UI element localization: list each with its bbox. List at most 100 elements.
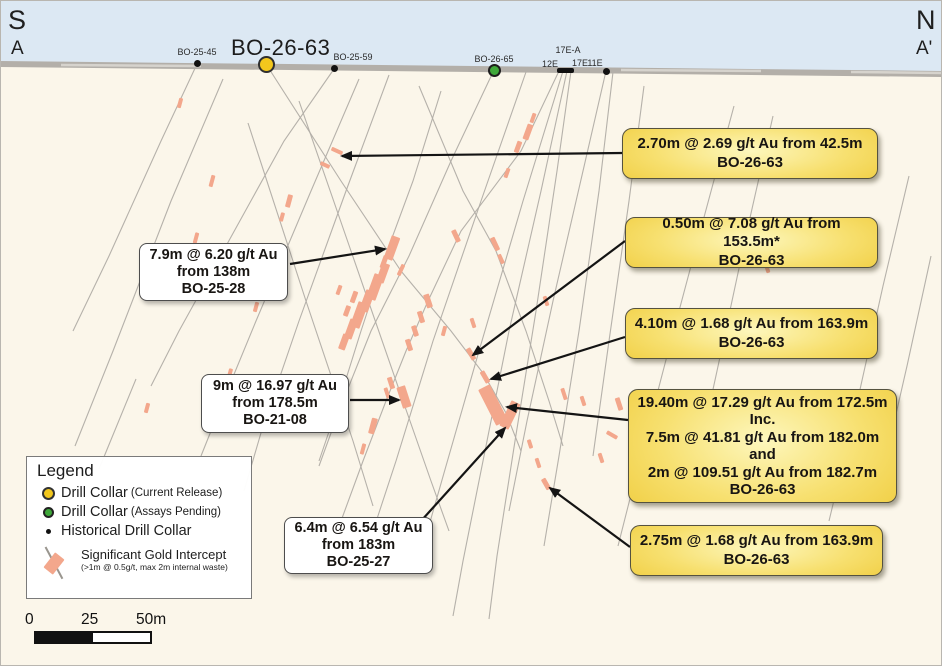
legend-item-gold-intercept: Significant Gold Intercept (>1m @ 0.5g/t… <box>35 546 243 580</box>
scale-bar: 0 25 50m <box>25 611 185 647</box>
gold-intercept <box>338 333 350 351</box>
callout-line: from 138m <box>176 263 251 280</box>
legend: Legend Drill Collar (Current Release) Dr… <box>26 456 252 599</box>
gold-intercept <box>490 236 500 252</box>
collar-label-11e: 11E <box>587 58 603 68</box>
legend-item-pending: Drill Collar (Assays Pending) <box>35 504 243 520</box>
drill-collar-pending-icon <box>35 506 61 518</box>
gold-intercept <box>208 174 216 188</box>
collar-marker-bo-26-63 <box>258 56 275 73</box>
gold-intercept <box>405 338 413 352</box>
gold-intercept <box>331 146 343 156</box>
gold-intercept <box>522 123 534 141</box>
callout-hole-id: BO-21-08 <box>243 412 307 428</box>
callout-arrow <box>548 486 631 548</box>
collar-label-17e-a: 17E-A <box>555 45 581 55</box>
gold-intercept <box>344 318 358 340</box>
callout-line: 7.5m @ 41.81 g/t Au from 182.0m <box>645 428 880 446</box>
callout-line: 7.9m @ 6.20 g/t Au <box>149 246 278 263</box>
drill-trace <box>247 122 374 507</box>
historical-collar-icon <box>35 528 61 534</box>
callout-intercept-163-9m-2: 2.75m @ 1.68 g/t Au from 163.9m BO-26-63 <box>630 525 883 576</box>
callout-line: 2m @ 109.51 g/t Au from 182.7m <box>647 463 878 481</box>
gold-intercept <box>560 387 568 401</box>
callout-arrow <box>505 403 629 422</box>
gold-intercept <box>534 457 542 469</box>
gold-intercept <box>614 397 624 411</box>
gold-intercept <box>440 325 448 337</box>
callout-hole-id: BO-26-63 <box>723 550 790 568</box>
collar-label-12e: 12E <box>541 59 559 69</box>
gold-intercept <box>368 417 378 435</box>
callout-arrow <box>471 240 626 357</box>
sky <box>1 1 941 74</box>
legend-item-current: Drill Collar (Current Release) <box>35 485 243 501</box>
gold-intercept <box>383 235 401 261</box>
gold-intercept <box>359 443 367 455</box>
gold-intercept <box>597 452 605 464</box>
callout-intercept-bo-21-08: 9m @ 16.97 g/t Au from 178.5m BO-21-08 <box>201 374 349 433</box>
gold-intercept <box>479 370 491 384</box>
callout-intercept-bo-25-28: 7.9m @ 6.20 g/t Au from 138m BO-25-28 <box>139 243 288 301</box>
north-section-label: A' <box>916 38 933 59</box>
gold-intercept <box>343 305 351 317</box>
legend-title: Legend <box>37 461 94 480</box>
collar-marker-bo-25-45 <box>194 60 201 67</box>
legend-item-sublabel: (>1m @ 0.5g/t, max 2m internal waste) <box>81 562 228 572</box>
drill-collar-current-icon <box>35 486 61 500</box>
gold-intercept <box>383 387 391 399</box>
callout-line: 4.10m @ 1.68 g/t Au from 163.9m <box>634 315 869 332</box>
callout-intercept-bo-25-27: 6.4m @ 6.54 g/t Au from 183m BO-25-27 <box>284 517 433 574</box>
gold-intercept <box>319 161 331 169</box>
legend-item-historical: Historical Drill Collar <box>35 523 243 539</box>
gold-intercept <box>478 384 508 426</box>
surface-highlight <box>620 68 762 73</box>
gold-intercept <box>349 290 359 304</box>
callout-line: 6.4m @ 6.54 g/t Au <box>294 520 423 536</box>
gold-intercept <box>469 317 477 329</box>
gold-intercept-icon <box>41 546 67 580</box>
callout-line: 19.40m @ 17.29 g/t Au from 172.5m <box>637 393 888 411</box>
callout-intercept-172-5m: 19.40m @ 17.29 g/t Au from 172.5m Inc. 7… <box>628 389 897 503</box>
gold-intercept <box>417 310 425 324</box>
collar-label-bo-26-63: BO-26-63 <box>231 35 331 60</box>
gold-intercept <box>451 229 461 243</box>
callout-hole-id: BO-26-63 <box>729 481 796 498</box>
callout-line: 2.70m @ 2.69 g/t Au from 42.5m <box>637 135 863 152</box>
scale-bar-rule <box>34 631 152 644</box>
gold-intercept <box>423 293 433 309</box>
callout-hole-id: BO-25-27 <box>326 554 391 570</box>
callout-line: Inc. <box>749 411 776 428</box>
gold-intercept <box>335 284 343 296</box>
callout-arrow <box>420 426 507 522</box>
callout-intercept-42-5m: 2.70m @ 2.69 g/t Au from 42.5m BO-26-63 <box>622 128 878 179</box>
scale-tick-25: 25 <box>81 611 99 628</box>
drill-trace <box>340 70 560 522</box>
collar-marker-11e <box>603 68 610 75</box>
collar-marker-bo-25-59 <box>331 65 338 72</box>
collar-marker-bo-26-65 <box>488 64 501 77</box>
collar-marker-17e-cluster <box>557 68 574 73</box>
collar-label-bo-25-45: BO-25-45 <box>177 47 217 57</box>
gold-intercept <box>176 97 184 109</box>
legend-item-label: Historical Drill Collar <box>61 523 192 539</box>
collar-label-bo-26-65: BO-26-65 <box>474 54 514 64</box>
north-label: N <box>916 5 936 35</box>
legend-item-label: Significant Gold Intercept <box>81 547 227 562</box>
callout-line: from 183m <box>321 537 396 553</box>
callout-line: 0.50m @ 7.08 g/t Au from 153.5m* <box>662 214 841 251</box>
drill-trace <box>243 74 390 492</box>
gold-intercept <box>579 395 587 407</box>
drill-trace <box>452 70 568 617</box>
drill-trace <box>98 378 137 470</box>
callout-line: and <box>749 446 776 463</box>
gold-intercept <box>143 402 151 414</box>
scale-tick-0: 0 <box>25 611 34 628</box>
gold-intercept <box>252 301 260 313</box>
gold-intercept <box>526 439 534 449</box>
callout-hole-id: BO-26-63 <box>718 333 785 351</box>
legend-item-label: Drill Collar <box>61 485 128 501</box>
callout-intercept-153-5m: 0.50m @ 7.08 g/t Au from 153.5m* BO-26-6… <box>625 214 878 269</box>
gold-intercept <box>465 347 477 361</box>
